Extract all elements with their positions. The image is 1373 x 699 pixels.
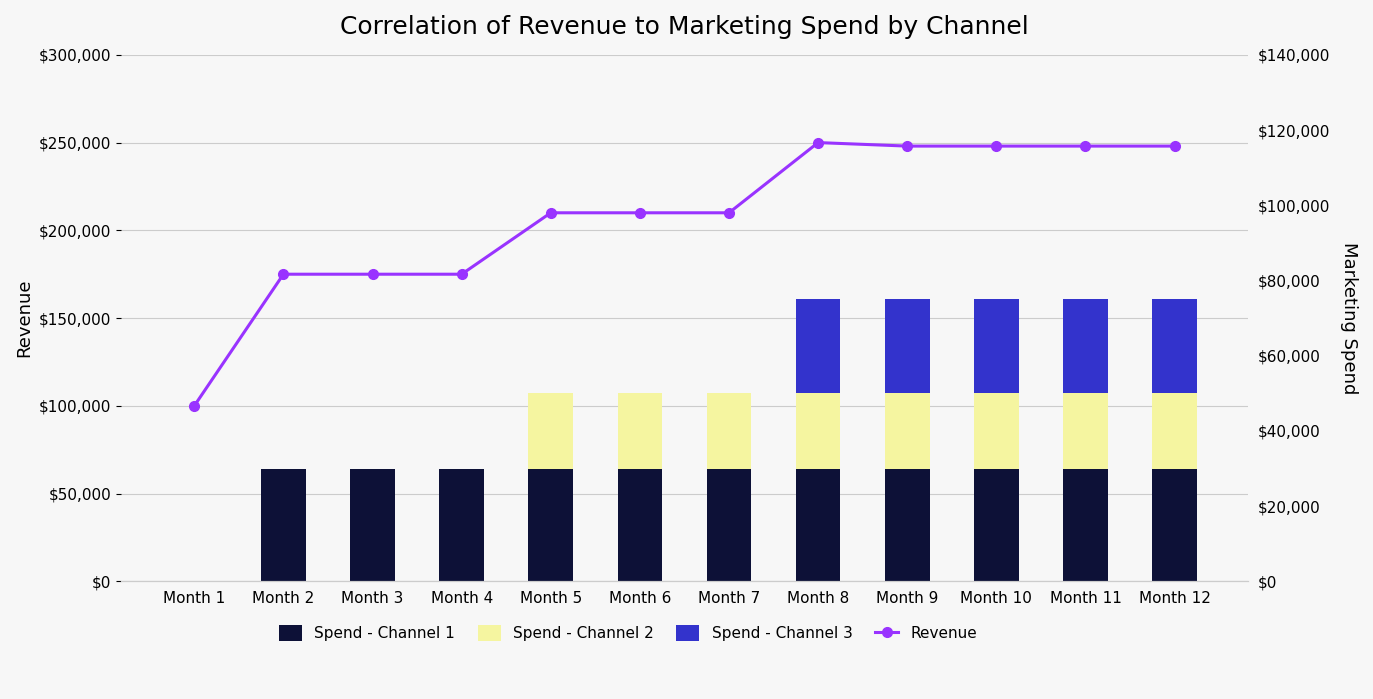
Y-axis label: Revenue: Revenue	[15, 279, 33, 357]
Bar	[707, 394, 751, 468]
Bar	[886, 299, 930, 394]
Bar	[261, 468, 306, 582]
Bar	[439, 468, 483, 582]
Bar	[1063, 299, 1108, 394]
Bar	[350, 468, 395, 582]
Revenue	[632, 208, 648, 217]
Revenue	[275, 270, 291, 278]
Bar	[1152, 468, 1197, 582]
Bar	[618, 468, 662, 582]
Revenue	[542, 208, 559, 217]
Bar	[796, 394, 840, 468]
Bar	[973, 468, 1019, 582]
Bar	[529, 394, 573, 468]
Bar	[529, 468, 573, 582]
Revenue	[1078, 142, 1094, 150]
Revenue	[187, 402, 203, 410]
Y-axis label: Marketing Spend: Marketing Spend	[1340, 242, 1358, 394]
Bar	[618, 394, 662, 468]
Revenue	[1167, 142, 1184, 150]
Bar	[707, 468, 751, 582]
Bar	[886, 394, 930, 468]
Revenue	[989, 142, 1005, 150]
Legend: Spend - Channel 1, Spend - Channel 2, Spend - Channel 3, Revenue: Spend - Channel 1, Spend - Channel 2, Sp…	[273, 619, 983, 647]
Line: Revenue: Revenue	[189, 138, 1179, 411]
Bar	[973, 394, 1019, 468]
Revenue	[899, 142, 916, 150]
Bar	[1152, 394, 1197, 468]
Bar	[886, 468, 930, 582]
Title: Correlation of Revenue to Marketing Spend by Channel: Correlation of Revenue to Marketing Spen…	[341, 15, 1028, 39]
Bar	[1063, 468, 1108, 582]
Bar	[796, 468, 840, 582]
Revenue	[364, 270, 380, 278]
Revenue	[721, 208, 737, 217]
Bar	[796, 299, 840, 394]
Bar	[1063, 394, 1108, 468]
Bar	[1152, 299, 1197, 394]
Revenue	[453, 270, 470, 278]
Bar	[973, 299, 1019, 394]
Revenue	[810, 138, 827, 147]
